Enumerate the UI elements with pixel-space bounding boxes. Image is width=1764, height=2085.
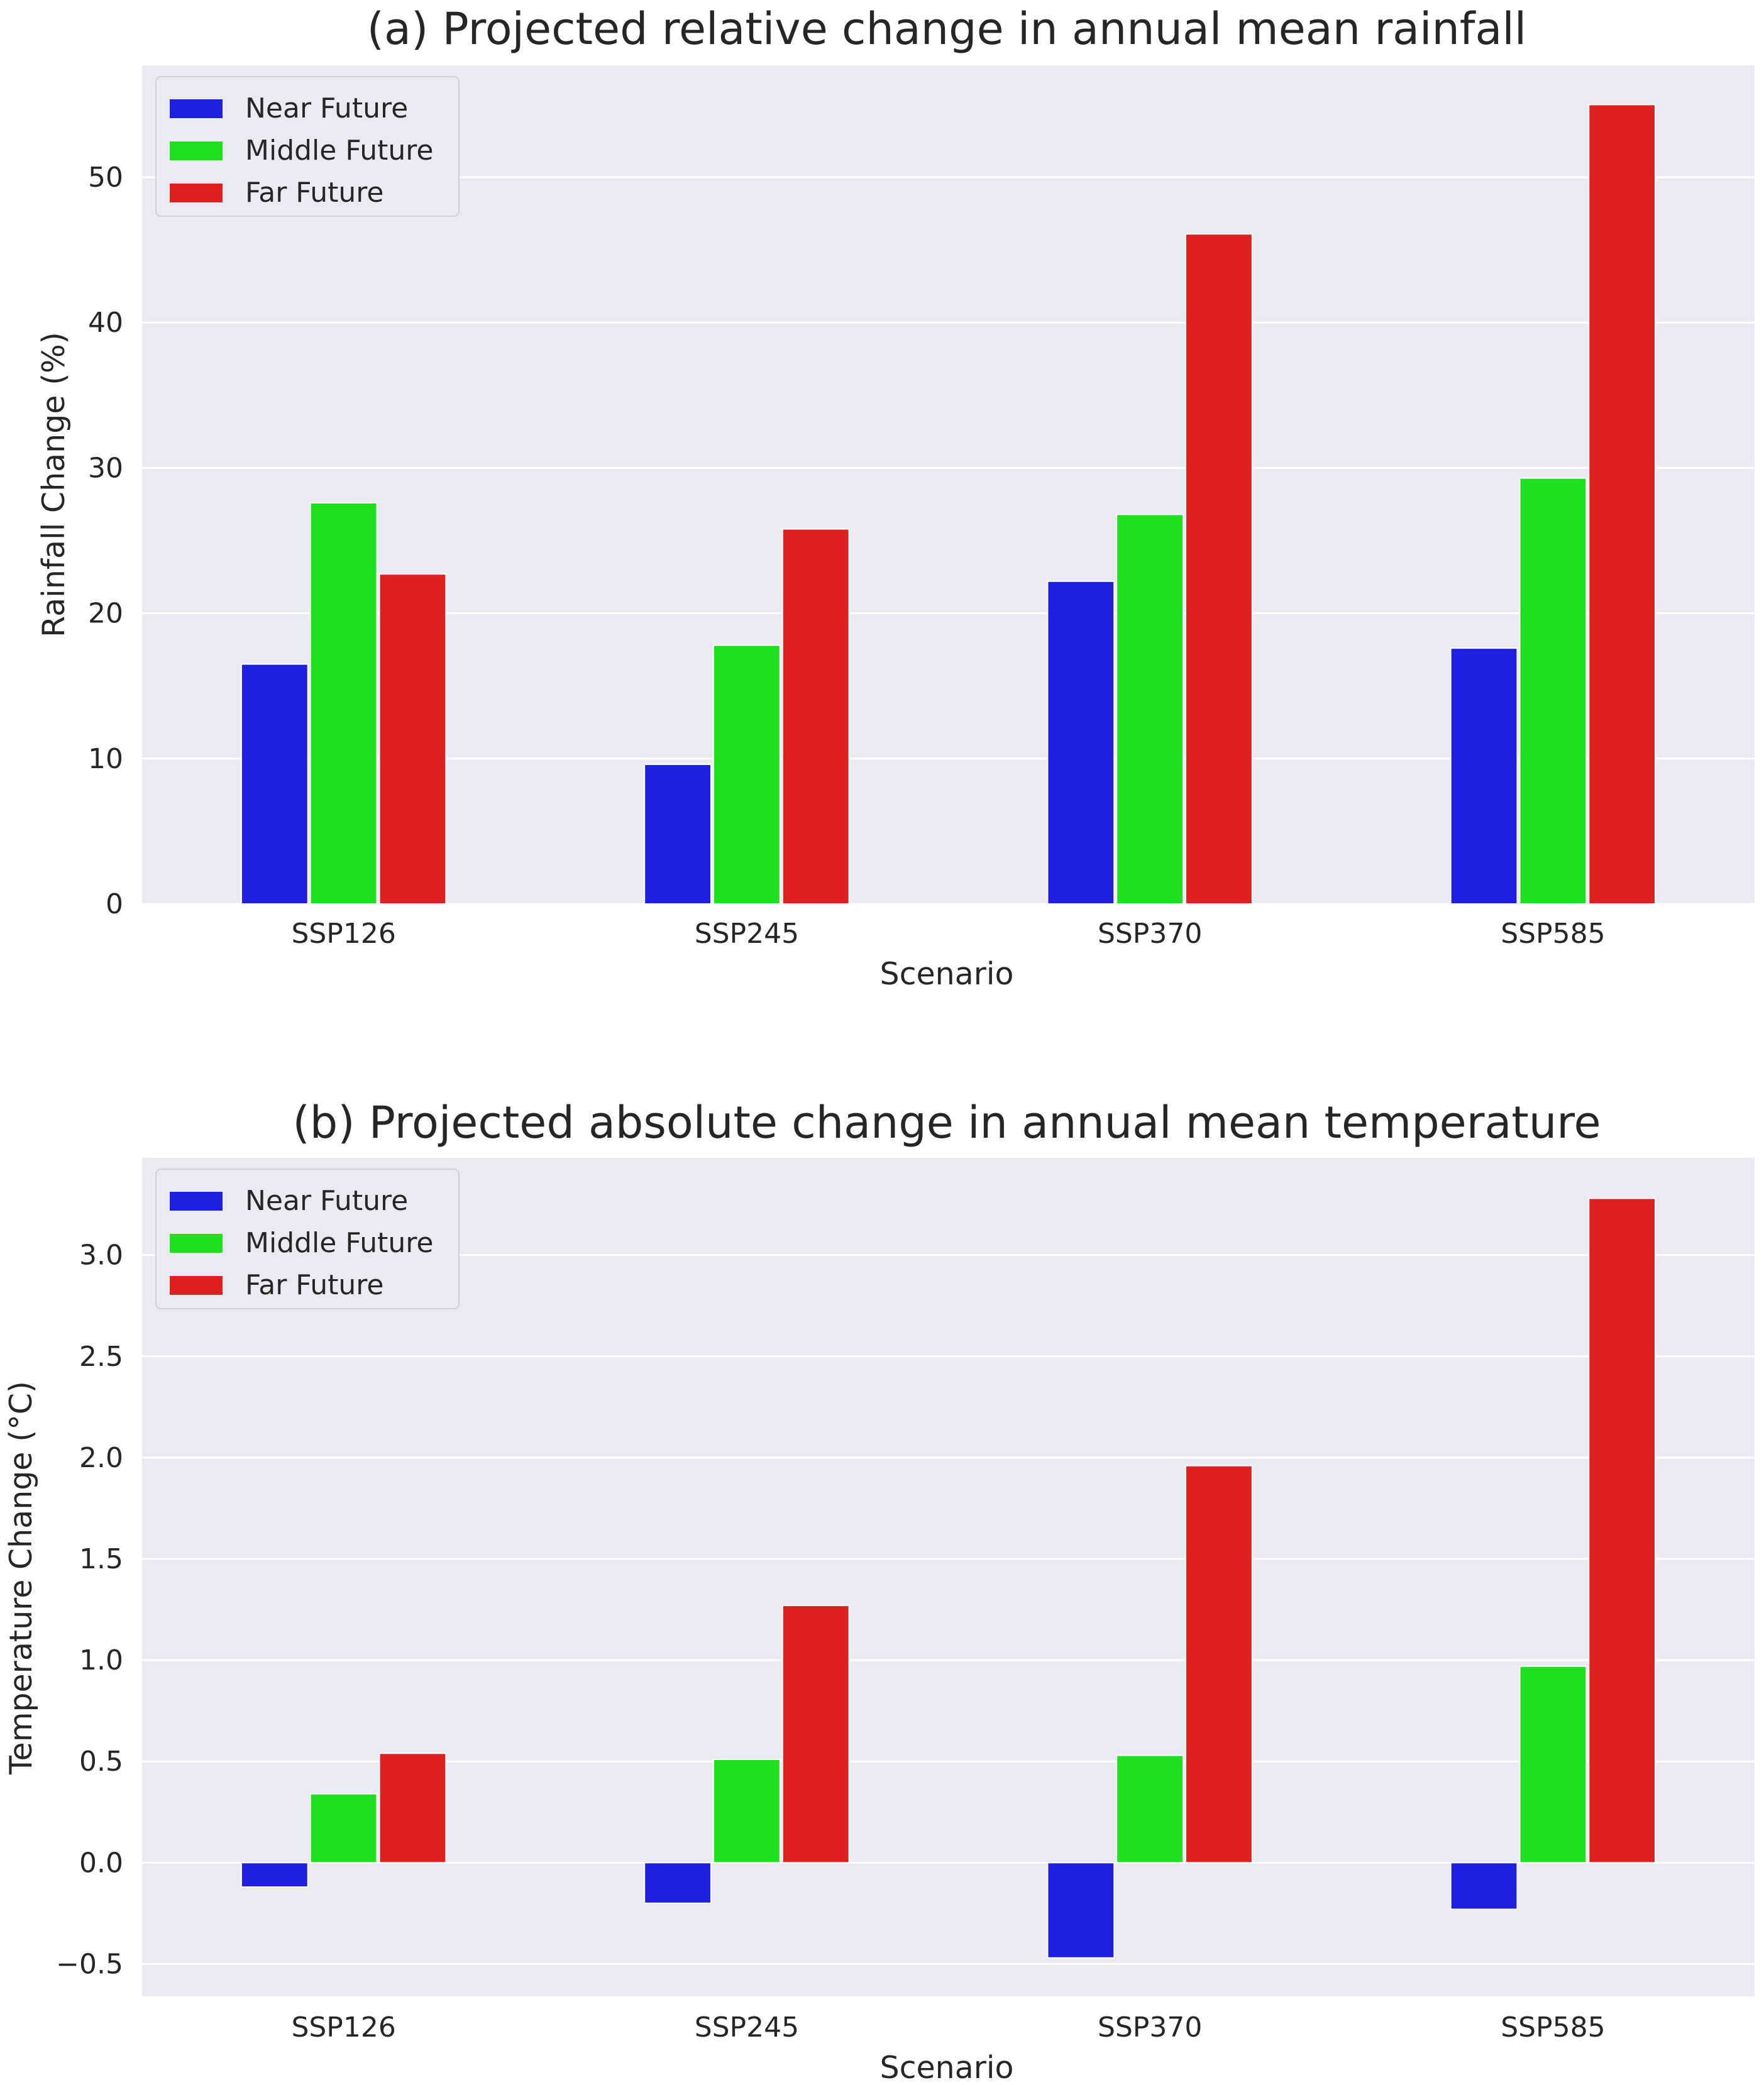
bar-middle-future-ssp126 xyxy=(309,502,378,905)
legend-swatch xyxy=(170,184,223,202)
bar-far-future-ssp585 xyxy=(1588,104,1657,905)
y-tick-label: 0.5 xyxy=(79,1746,123,1778)
legend-label: Far Future xyxy=(245,177,383,209)
panel-rainfall: (a) Projected relative change in annual … xyxy=(36,3,1755,992)
y-tick-label: 40 xyxy=(88,307,123,339)
y-tick-label: 30 xyxy=(88,452,123,484)
y-axis-label: Temperature Change (°C) xyxy=(3,1381,39,1775)
y-tick-label: −0.5 xyxy=(56,1948,123,1980)
bar-near-future-ssp370 xyxy=(1047,580,1115,905)
bar-near-future-ssp245 xyxy=(644,1862,712,1904)
x-axis-label: Scenario xyxy=(879,956,1013,992)
x-tick-labels: SSP126 SSP245 SSP370 SSP585 xyxy=(291,2011,1605,2044)
y-tick-label: 0 xyxy=(106,888,123,920)
legend: Near Future Middle Future Far Future xyxy=(155,1169,460,1309)
bar-middle-future-ssp585 xyxy=(1519,1665,1587,1864)
x-tick-label: SSP126 xyxy=(291,918,395,950)
bar-middle-future-ssp245 xyxy=(712,644,781,905)
legend-label: Middle Future xyxy=(245,1227,433,1259)
y-tick-label: 50 xyxy=(88,162,123,194)
bar-near-future-ssp370 xyxy=(1047,1862,1115,1959)
bar-far-future-ssp245 xyxy=(781,528,850,905)
legend-label: Middle Future xyxy=(245,135,433,167)
y-tick-label: 3.0 xyxy=(79,1240,123,1272)
bar-middle-future-ssp370 xyxy=(1116,1754,1184,1864)
legend-swatch xyxy=(170,99,223,118)
legend-label: Near Future xyxy=(245,1185,408,1217)
legend-frame xyxy=(155,76,460,217)
legend: Near Future Middle Future Far Future xyxy=(155,76,460,217)
x-tick-label: SSP245 xyxy=(695,918,799,950)
bar-far-future-ssp126 xyxy=(378,1752,447,1864)
bar-near-future-ssp585 xyxy=(1450,1862,1518,1910)
x-tick-label: SSP370 xyxy=(1098,918,1202,950)
bar-far-future-ssp585 xyxy=(1588,1197,1657,1864)
x-tick-label: SSP370 xyxy=(1098,2011,1202,2044)
bar-far-future-ssp126 xyxy=(378,573,447,905)
bar-middle-future-ssp245 xyxy=(712,1759,781,1864)
x-tick-labels: SSP126 SSP245 SSP370 SSP585 xyxy=(291,918,1605,950)
bar-far-future-ssp245 xyxy=(781,1605,850,1864)
y-tick-label: 2.0 xyxy=(79,1442,123,1474)
x-tick-label: SSP585 xyxy=(1501,2011,1605,2044)
bar-far-future-ssp370 xyxy=(1185,233,1253,905)
legend-swatch xyxy=(170,141,223,160)
legend-frame xyxy=(155,1169,460,1309)
bar-middle-future-ssp585 xyxy=(1519,477,1587,905)
legend-swatch xyxy=(170,1234,223,1253)
bar-middle-future-ssp126 xyxy=(309,1793,378,1864)
bar-middle-future-ssp370 xyxy=(1116,514,1184,905)
x-axis-label: Scenario xyxy=(879,2050,1013,2085)
bar-near-future-ssp585 xyxy=(1450,647,1518,905)
bar-near-future-ssp245 xyxy=(644,764,712,905)
chart-title: (b) Projected absolute change in annual … xyxy=(292,1097,1601,1148)
y-tick-label: 20 xyxy=(88,598,123,630)
y-tick-labels: −0.5 0.0 0.5 1.0 1.5 2.0 2.5 3.0 xyxy=(56,1240,123,1981)
y-tick-label: 1.0 xyxy=(79,1644,123,1676)
y-axis-label: Rainfall Change (%) xyxy=(36,332,72,637)
legend-swatch xyxy=(170,1276,223,1295)
y-tick-label: 2.5 xyxy=(79,1341,123,1373)
bar-near-future-ssp126 xyxy=(240,1862,309,1888)
panel-temperature: (b) Projected absolute change in annual … xyxy=(3,1097,1755,2085)
x-tick-label: SSP126 xyxy=(291,2011,395,2044)
chart-title: (a) Projected relative change in annual … xyxy=(367,3,1527,55)
y-tick-label: 0.0 xyxy=(79,1847,123,1879)
legend-label: Near Future xyxy=(245,92,408,124)
legend-label: Far Future xyxy=(245,1269,383,1301)
bars xyxy=(240,104,1657,905)
bars xyxy=(240,1197,1657,1959)
y-tick-labels: 0 10 20 30 40 50 xyxy=(88,162,123,920)
bar-near-future-ssp126 xyxy=(240,663,309,905)
y-tick-label: 1.5 xyxy=(79,1543,123,1575)
bar-far-future-ssp370 xyxy=(1185,1465,1253,1864)
y-tick-label: 10 xyxy=(88,743,123,775)
legend-swatch xyxy=(170,1192,223,1211)
x-tick-label: SSP585 xyxy=(1501,918,1605,950)
x-tick-label: SSP245 xyxy=(695,2011,799,2044)
